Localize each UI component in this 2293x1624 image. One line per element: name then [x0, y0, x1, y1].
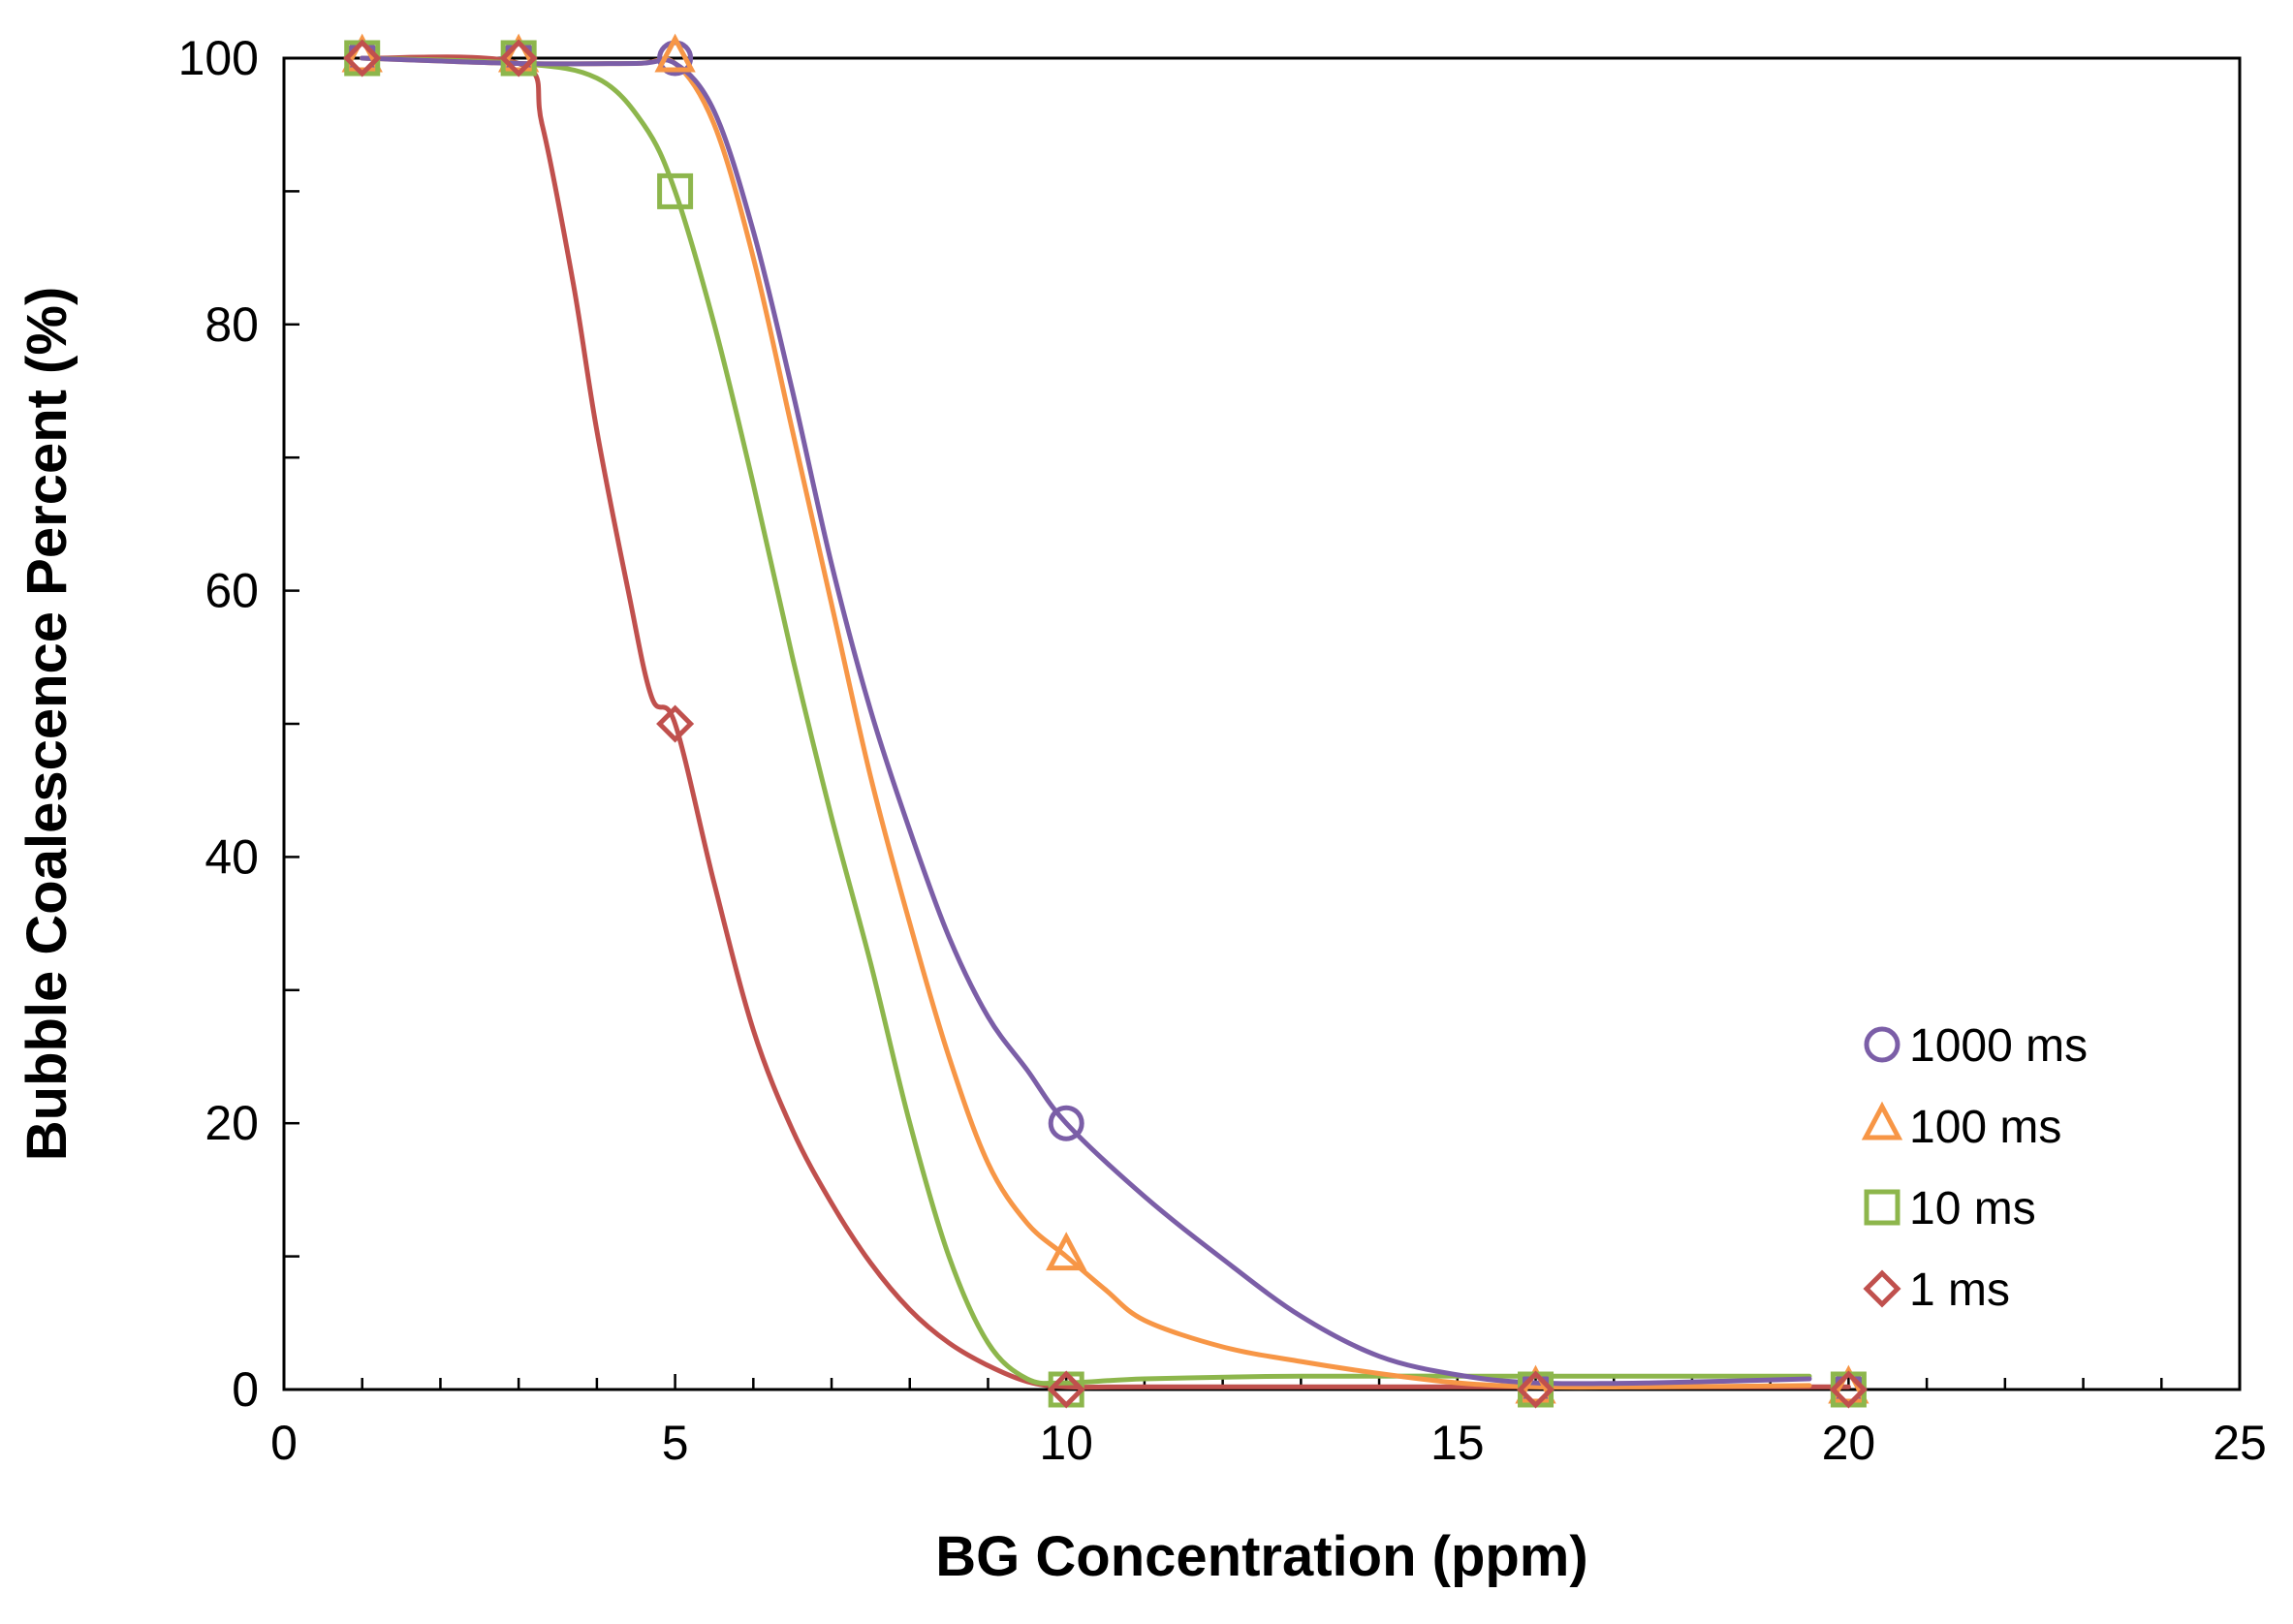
x-tick-label: 20: [1822, 1416, 1876, 1470]
point-10-ms: [657, 172, 694, 209]
point-1-ms: [499, 39, 538, 78]
y-tick-label: 20: [204, 1096, 259, 1150]
x-tick-label: 10: [1039, 1416, 1093, 1470]
point-1-ms: [1516, 1370, 1555, 1409]
tick-labels: 0 5 10 15 20 25 0 20 40 60 80 100: [178, 31, 2267, 1470]
legend-label-1-ms: 1 ms: [1909, 1265, 2010, 1316]
legend-marker-10-ms: [1864, 1189, 1900, 1226]
curve-10-ms: [360, 55, 1812, 1387]
legend: 1000 ms 100 ms 10 ms 1 ms: [1861, 1020, 2088, 1316]
x-tick-label: 25: [2213, 1416, 2267, 1470]
curve-1000-ms: [360, 55, 1812, 1387]
y-axis-title: Bubble Coalescence Percent (%): [16, 287, 79, 1162]
point-1000-ms: [1048, 1105, 1084, 1141]
y-tick-label: 60: [204, 564, 259, 618]
legend-marker-1000-ms: [1864, 1026, 1900, 1063]
series-curves: [360, 54, 1851, 1390]
point-1-ms: [656, 704, 695, 743]
x-tick-label: 15: [1430, 1416, 1485, 1470]
point-1-ms: [1829, 1370, 1868, 1409]
point-100-ms: [654, 33, 696, 73]
legend-label-100-ms: 100 ms: [1909, 1102, 2061, 1153]
point-1-ms: [1047, 1370, 1085, 1409]
point-1-ms: [343, 39, 382, 78]
curve-1-ms: [360, 54, 1851, 1390]
legend-marker-1-ms: [1863, 1269, 1901, 1308]
plot-area: [282, 56, 2242, 1391]
x-tick-label: 5: [662, 1416, 689, 1470]
y-tick-label: 80: [204, 297, 259, 352]
legend-label-1000-ms: 1000 ms: [1909, 1020, 2088, 1072]
legend-label-10-ms: 10 ms: [1909, 1183, 2036, 1234]
x-axis-title: BG Concentration (ppm): [935, 1525, 1587, 1588]
x-tick-label: 0: [270, 1416, 298, 1470]
legend-marker-100-ms: [1861, 1101, 1903, 1140]
y-tick-label: 100: [178, 31, 259, 85]
series-markers: [341, 33, 1869, 1409]
curve-100-ms: [360, 55, 1812, 1390]
y-tick-label: 0: [232, 1362, 259, 1417]
y-tick-label: 40: [204, 829, 259, 884]
point-100-ms: [1046, 1232, 1087, 1271]
